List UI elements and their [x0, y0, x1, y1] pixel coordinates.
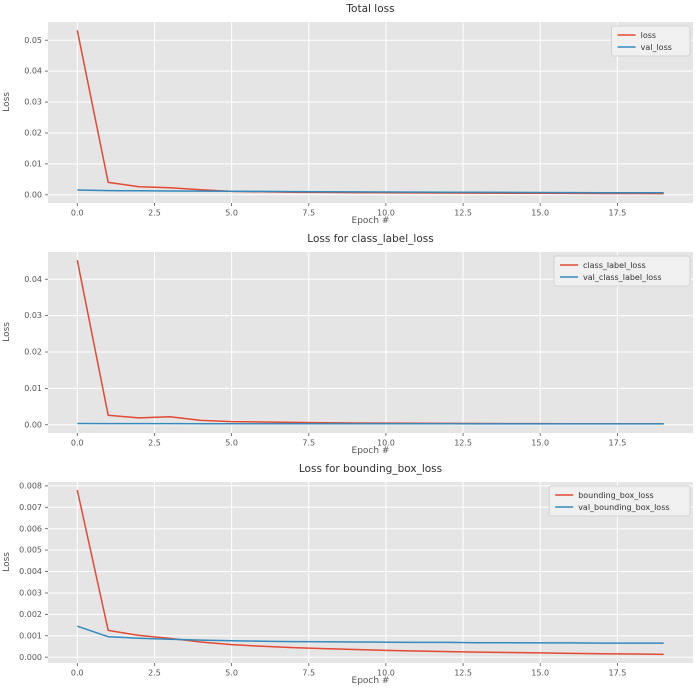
y-tick-label: 0.02 [24, 129, 42, 138]
legend-box [548, 485, 691, 517]
x-tick-label: 17.5 [608, 669, 626, 678]
y-tick-label: 0.00 [24, 190, 42, 199]
legend-label: loss [641, 31, 656, 40]
x-axis-label: Epoch # [351, 446, 390, 456]
val-loss-line [77, 189, 664, 194]
y-tick-label: 0.006 [19, 524, 42, 533]
y-tick-label: 0.005 [19, 546, 42, 555]
val-bounding-box-loss-line [77, 625, 664, 644]
legend-box [611, 25, 691, 57]
y-tick-label: 0.01 [24, 384, 42, 393]
legend-label: bounding_box_loss [578, 491, 653, 500]
x-tick-label: 12.5 [454, 439, 472, 448]
y-tick-label: 0.05 [24, 36, 42, 45]
y-tick-label: 0.04 [24, 67, 42, 76]
x-tick-label: 2.5 [148, 439, 161, 448]
x-tick-label: 2.5 [148, 669, 161, 678]
x-tick-label: 15.0 [531, 669, 549, 678]
x-tick-label: 7.5 [302, 439, 315, 448]
chart-title: Total loss [346, 3, 395, 15]
legend-box [553, 255, 691, 287]
y-tick-label: 0.02 [24, 348, 42, 357]
y-tick-label: 0.001 [19, 631, 42, 640]
y-tick-label: 0.04 [24, 275, 42, 284]
class-label-loss-plot-area: 0.0 2.5 5.0 7.5 10.0 12.5 15.0 17.5 0.00 0.01 0.02… [24, 252, 693, 448]
y-tick-label: 0.00 [24, 420, 42, 429]
x-tick-label: 0.0 [71, 209, 84, 218]
x-tick-label: 15.0 [531, 209, 549, 218]
y-tick-label: 0.002 [19, 610, 42, 619]
legend-label: val_loss [641, 43, 672, 52]
bounding-box-loss-plot-area: 0.0 2.5 5.0 7.5 10.0 12.5 15.0 17.5 0.000 0.001 0.… [19, 482, 693, 678]
y-tick-label: 0.004 [19, 567, 42, 576]
x-tick-label: 7.5 [302, 669, 315, 678]
x-tick-label: 15.0 [531, 439, 549, 448]
y-tick-label: 0.03 [24, 311, 42, 320]
y-axis-label: Loss [2, 322, 12, 342]
y-tick-label: 0.008 [19, 482, 42, 491]
x-tick-label: 5.0 [225, 669, 238, 678]
x-tick-label: 12.5 [454, 209, 472, 218]
x-tick-label: 10.0 [377, 209, 395, 218]
total-loss-chart: 0.0 2.5 5.0 7.5 10.0 12.5 15.0 17.5 0.00 0.01 0.02… [0, 0, 700, 230]
y-tick-label: 0.03 [24, 98, 42, 107]
legend-label: val_class_label_loss [583, 273, 662, 282]
x-tick-label: 5.0 [225, 439, 238, 448]
x-tick-label: 12.5 [454, 669, 472, 678]
y-tick-label: 0.01 [24, 160, 42, 169]
legend-label: val_bounding_box_loss [578, 503, 669, 512]
plot-background [48, 22, 693, 203]
x-axis-label: Epoch # [351, 216, 390, 226]
y-axis-label: Loss [2, 552, 12, 572]
x-tick-label: 10.0 [377, 439, 395, 448]
y-tick-label: 0.007 [19, 503, 42, 512]
y-axis-label: Loss [2, 92, 12, 112]
x-tick-label: 0.0 [71, 439, 84, 448]
x-axis-label: Epoch # [351, 676, 390, 686]
x-tick-label: 17.5 [608, 209, 626, 218]
y-tick-label: 0.003 [19, 589, 42, 598]
chart-title: Loss for bounding_box_loss [298, 463, 443, 475]
x-tick-label: 2.5 [148, 209, 161, 218]
chart-title: Loss for class_label_loss [307, 233, 434, 245]
x-tick-label: 10.0 [377, 669, 395, 678]
x-tick-label: 7.5 [302, 209, 315, 218]
x-tick-label: 0.0 [71, 669, 84, 678]
legend-label: class_label_loss [583, 261, 646, 270]
x-tick-label: 17.5 [608, 439, 626, 448]
class-label-loss-chart: 0.0 2.5 5.0 7.5 10.0 12.5 15.0 17.5 0.00 0.01 0.02… [0, 230, 700, 460]
total-loss-plot-area: 0.0 2.5 5.0 7.5 10.0 12.5 15.0 17.5 0.00 0.01 0.02… [24, 22, 693, 218]
bounding-box-loss-chart: 0.0 2.5 5.0 7.5 10.0 12.5 15.0 17.5 0.000 0.001 0.… [0, 460, 700, 700]
x-tick-label: 5.0 [225, 209, 238, 218]
y-tick-label: 0.000 [19, 653, 42, 662]
